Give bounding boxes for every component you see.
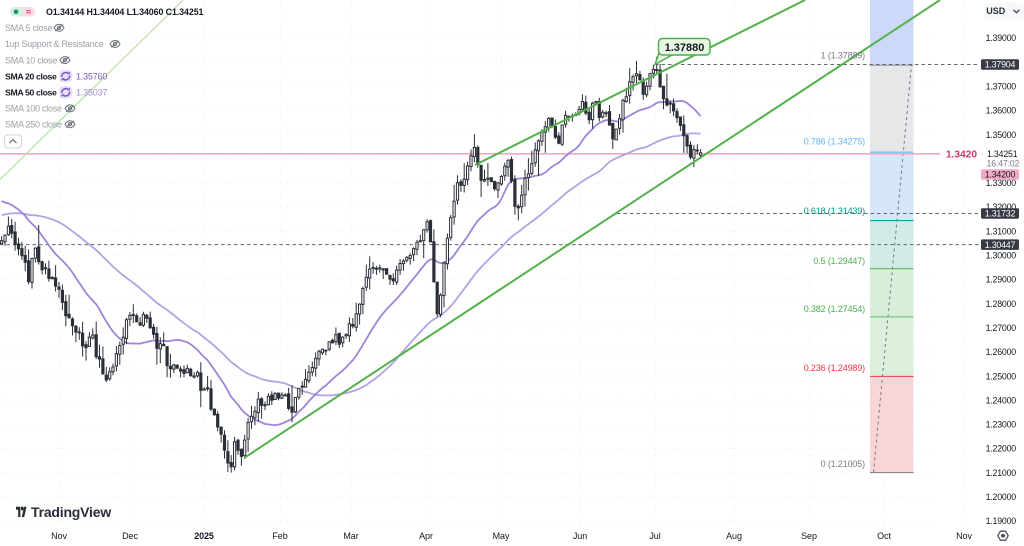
svg-text:Aug: Aug bbox=[726, 531, 742, 541]
svg-text:Mar: Mar bbox=[343, 531, 358, 541]
svg-text:1.36000: 1.36000 bbox=[986, 106, 1017, 116]
svg-text:1.33000: 1.33000 bbox=[986, 178, 1017, 188]
svg-text:1.24000: 1.24000 bbox=[986, 395, 1017, 405]
svg-text:TradingView: TradingView bbox=[31, 504, 111, 520]
svg-text:O1.34144 H1.34404 L1.34060 C1.: O1.34144 H1.34404 L1.34060 C1.34251 bbox=[46, 7, 204, 17]
svg-text:1.27000: 1.27000 bbox=[986, 323, 1017, 333]
svg-text:USD: USD bbox=[986, 6, 1006, 16]
svg-text:SMA 50 close: SMA 50 close bbox=[5, 88, 57, 98]
svg-text:SMA 20 close: SMA 20 close bbox=[5, 71, 57, 81]
svg-text:1.28000: 1.28000 bbox=[986, 299, 1017, 309]
svg-text:1.29000: 1.29000 bbox=[986, 275, 1017, 285]
svg-text:SMA 5 close: SMA 5 close bbox=[5, 23, 53, 33]
svg-text:16:47:02: 16:47:02 bbox=[987, 159, 1020, 169]
svg-text:1.25000: 1.25000 bbox=[986, 371, 1017, 381]
svg-text:2025: 2025 bbox=[194, 531, 214, 541]
svg-text:SMA 100 close: SMA 100 close bbox=[5, 104, 62, 114]
svg-text:1.30447: 1.30447 bbox=[985, 240, 1016, 250]
svg-text:1.3420: 1.3420 bbox=[946, 149, 977, 160]
svg-text:0.786 (1.34275): 0.786 (1.34275) bbox=[804, 137, 865, 147]
svg-text:1 (1.37889): 1 (1.37889) bbox=[821, 51, 866, 61]
svg-text:0.5 (1.29447): 0.5 (1.29447) bbox=[813, 256, 865, 266]
svg-text:·: · bbox=[982, 150, 985, 159]
svg-text:Feb: Feb bbox=[272, 531, 287, 541]
svg-text:0.618 (1.31439): 0.618 (1.31439) bbox=[804, 206, 865, 216]
svg-text:Dec: Dec bbox=[122, 531, 138, 541]
svg-text:≈: ≈ bbox=[26, 7, 32, 18]
svg-text:1.31000: 1.31000 bbox=[986, 226, 1017, 236]
svg-text:Apr: Apr bbox=[419, 531, 433, 541]
svg-text:1.32000: 1.32000 bbox=[986, 202, 1017, 212]
svg-text:1.35760: 1.35760 bbox=[76, 71, 107, 81]
svg-text:1.30000: 1.30000 bbox=[986, 251, 1017, 261]
svg-text:1.34251: 1.34251 bbox=[987, 149, 1018, 159]
svg-text:SMA 250 close: SMA 250 close bbox=[5, 119, 62, 129]
svg-text:1.21000: 1.21000 bbox=[986, 468, 1017, 478]
svg-text:1.35037: 1.35037 bbox=[76, 88, 107, 98]
svg-text:1.35000: 1.35000 bbox=[986, 130, 1017, 140]
svg-text:1.20000: 1.20000 bbox=[986, 492, 1017, 502]
svg-text:Jun: Jun bbox=[573, 531, 587, 541]
svg-text:Nov: Nov bbox=[956, 531, 972, 541]
svg-text:0.236 (1.24989): 0.236 (1.24989) bbox=[804, 363, 865, 373]
svg-text:Sep: Sep bbox=[801, 531, 817, 541]
svg-text:1.23000: 1.23000 bbox=[986, 420, 1017, 430]
svg-text:1.37904: 1.37904 bbox=[985, 60, 1016, 70]
svg-text:1.22000: 1.22000 bbox=[986, 444, 1017, 454]
svg-text:1.19000: 1.19000 bbox=[986, 516, 1017, 526]
svg-text:0 (1.21005): 0 (1.21005) bbox=[821, 459, 866, 469]
svg-text:1.34200: 1.34200 bbox=[985, 170, 1016, 180]
svg-text:1.37000: 1.37000 bbox=[986, 82, 1017, 92]
svg-text:0.382 (1.27454): 0.382 (1.27454) bbox=[804, 304, 865, 314]
svg-text:1.26000: 1.26000 bbox=[986, 347, 1017, 357]
svg-text:Nov: Nov bbox=[51, 531, 67, 541]
svg-text:1up Support & Resistance: 1up Support & Resistance bbox=[5, 39, 104, 49]
svg-text:SMA 10 close: SMA 10 close bbox=[5, 55, 57, 65]
svg-text:Jul: Jul bbox=[649, 531, 660, 541]
svg-text:1.31732: 1.31732 bbox=[985, 209, 1016, 219]
svg-text:May: May bbox=[493, 531, 510, 541]
svg-text:1.37880: 1.37880 bbox=[665, 42, 705, 54]
svg-text:1.39000: 1.39000 bbox=[986, 33, 1017, 43]
svg-text:Oct: Oct bbox=[877, 531, 891, 541]
